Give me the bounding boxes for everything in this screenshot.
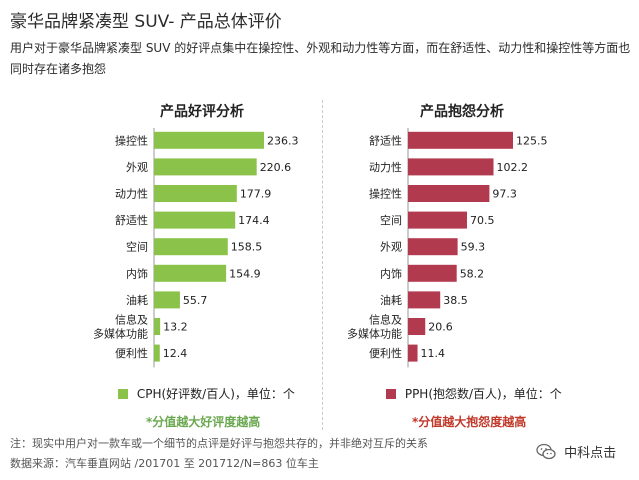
positive-value-label: 154.9: [229, 267, 261, 280]
positive-category-label: 操控性: [115, 133, 148, 147]
positive-category-label: 油耗: [126, 293, 148, 307]
complaint-category-label-line: 内饰: [380, 266, 402, 280]
complaint-category-label: 外观: [380, 241, 402, 254]
positive-bar: [154, 344, 160, 362]
complaint-value-label: 20.6: [428, 321, 453, 334]
complaint-value-label: 125.5: [516, 134, 548, 147]
complaint-bar: [408, 211, 467, 229]
left-legend-label: CPH(好评数/百人)，单位：个: [136, 387, 295, 401]
complaint-bar: [408, 185, 490, 202]
positive-value-label: 177.9: [240, 188, 271, 201]
positive-value-label: 158.5: [231, 241, 263, 254]
complaint-category-label-line: 操控性: [369, 187, 402, 201]
page-title: 豪华品牌紧凑型 SUV- 产品总体评价: [10, 12, 282, 32]
complaint-bar: [408, 344, 418, 362]
positive-bar: [154, 211, 236, 229]
right-legend-swatch: [386, 389, 396, 399]
complaint-category-label: 动力性: [369, 160, 402, 174]
complaint-category-label-line: 空间: [380, 213, 402, 227]
complaint-value-label: 102.2: [497, 161, 529, 174]
positive-category-label-line: 多媒体功能: [93, 327, 148, 341]
complaint-bar: [408, 238, 458, 256]
complaint-category-label-line: 舒适性: [369, 133, 402, 147]
complaint-category-label: 内饰: [380, 266, 402, 280]
positive-category-label-line: 舒适性: [115, 213, 148, 227]
page-subtitle: 用户对于豪华品牌紧凑型 SUV 的好评点集中在操控性、外观和动力性等方面，而在舒…: [10, 41, 631, 76]
complaint-value-label: 97.3: [492, 188, 517, 201]
complaint-bar: [408, 131, 513, 149]
positive-category-label: 动力性: [115, 187, 148, 201]
panel-divider: [322, 100, 323, 430]
complaint-category-label-line: 信息及: [369, 313, 402, 327]
complaint-category-label: 舒适性: [369, 133, 402, 147]
positive-bar: [154, 131, 264, 149]
complaint-category-label-line: 油耗: [380, 293, 402, 307]
positive-value-label: 174.4: [238, 214, 270, 227]
positive-category-label-line: 外观: [126, 161, 148, 174]
complaint-value-label: 59.3: [461, 241, 486, 254]
complaint-category-label-line: 多媒体功能: [347, 327, 402, 341]
complaint-value-label: 38.5: [443, 294, 468, 307]
complaint-category-label: 操控性: [369, 187, 402, 201]
complaint-category-label-line: 外观: [380, 241, 402, 254]
positive-value-label: 55.7: [183, 294, 208, 307]
positive-category-label: 信息及多媒体功能: [93, 313, 148, 341]
left-legend-swatch: [118, 389, 128, 399]
complaint-value-label: 11.4: [421, 347, 446, 360]
right-note: *分值越大抱怨度越高: [412, 415, 527, 429]
positive-category-label-line: 空间: [126, 240, 148, 254]
positive-bar: [154, 291, 180, 309]
complaint-value-label: 58.2: [460, 267, 485, 280]
complaint-bar: [408, 264, 457, 282]
positive-category-label: 便利性: [115, 346, 148, 360]
positive-chart-title: 产品好评分析: [160, 103, 244, 120]
left-note: *分值越大好评度越高: [146, 415, 261, 429]
complaint-category-label-line: 动力性: [369, 160, 402, 174]
complaint-category-label: 空间: [380, 213, 402, 227]
complaint-bar: [408, 318, 426, 335]
brand-logo: 中科点击: [536, 442, 616, 465]
positive-value-label: 13.2: [163, 321, 188, 334]
positive-value-label: 220.6: [260, 161, 292, 174]
complaint-category-label: 油耗: [380, 293, 402, 307]
positive-category-label: 空间: [126, 240, 148, 254]
positive-bar: [154, 185, 237, 202]
positive-value-label: 236.3: [267, 134, 299, 147]
positive-category-label-line: 动力性: [115, 187, 148, 201]
left-legend: CPH(好评数/百人)，单位：个: [118, 385, 295, 402]
complaint-value-label: 70.5: [470, 214, 495, 227]
positive-category-label: 外观: [126, 161, 148, 174]
positive-category-label-line: 内饰: [126, 266, 148, 280]
brand-logo-text: 中科点击: [564, 446, 617, 461]
right-legend: PPH(抱怨数/百人)，单位：个: [386, 385, 562, 402]
positive-bar: [154, 264, 227, 282]
positive-bar: [154, 318, 161, 335]
complaint-bar: [408, 291, 441, 309]
positive-bar: [154, 158, 257, 176]
footer-source: 数据来源：汽车垂直网站 /201701 至 201712/N=863 位车主: [10, 457, 319, 470]
complaint-category-label: 便利性: [369, 346, 402, 360]
positive-value-label: 12.4: [163, 347, 188, 360]
footer-note: 注：现实中用户对一款车或一个细节的点评是好评与抱怨共存的，并非绝对互斥的关系: [10, 437, 428, 450]
positive-category-label-line: 便利性: [115, 346, 148, 360]
positive-category-label-line: 信息及: [115, 313, 148, 327]
complaint-bar: [408, 158, 494, 176]
positive-category-label: 内饰: [126, 266, 148, 280]
positive-category-label-line: 油耗: [126, 293, 148, 307]
positive-bar: [154, 238, 228, 256]
positive-category-label: 舒适性: [115, 213, 148, 227]
wechat-icon: [536, 443, 556, 465]
complaint-category-label: 信息及多媒体功能: [347, 313, 402, 341]
complaint-chart-title: 产品抱怨分析: [420, 103, 504, 120]
right-legend-label: PPH(抱怨数/百人)，单位：个: [404, 387, 562, 401]
complaint-category-label-line: 便利性: [369, 346, 402, 360]
positive-category-label-line: 操控性: [115, 133, 148, 147]
